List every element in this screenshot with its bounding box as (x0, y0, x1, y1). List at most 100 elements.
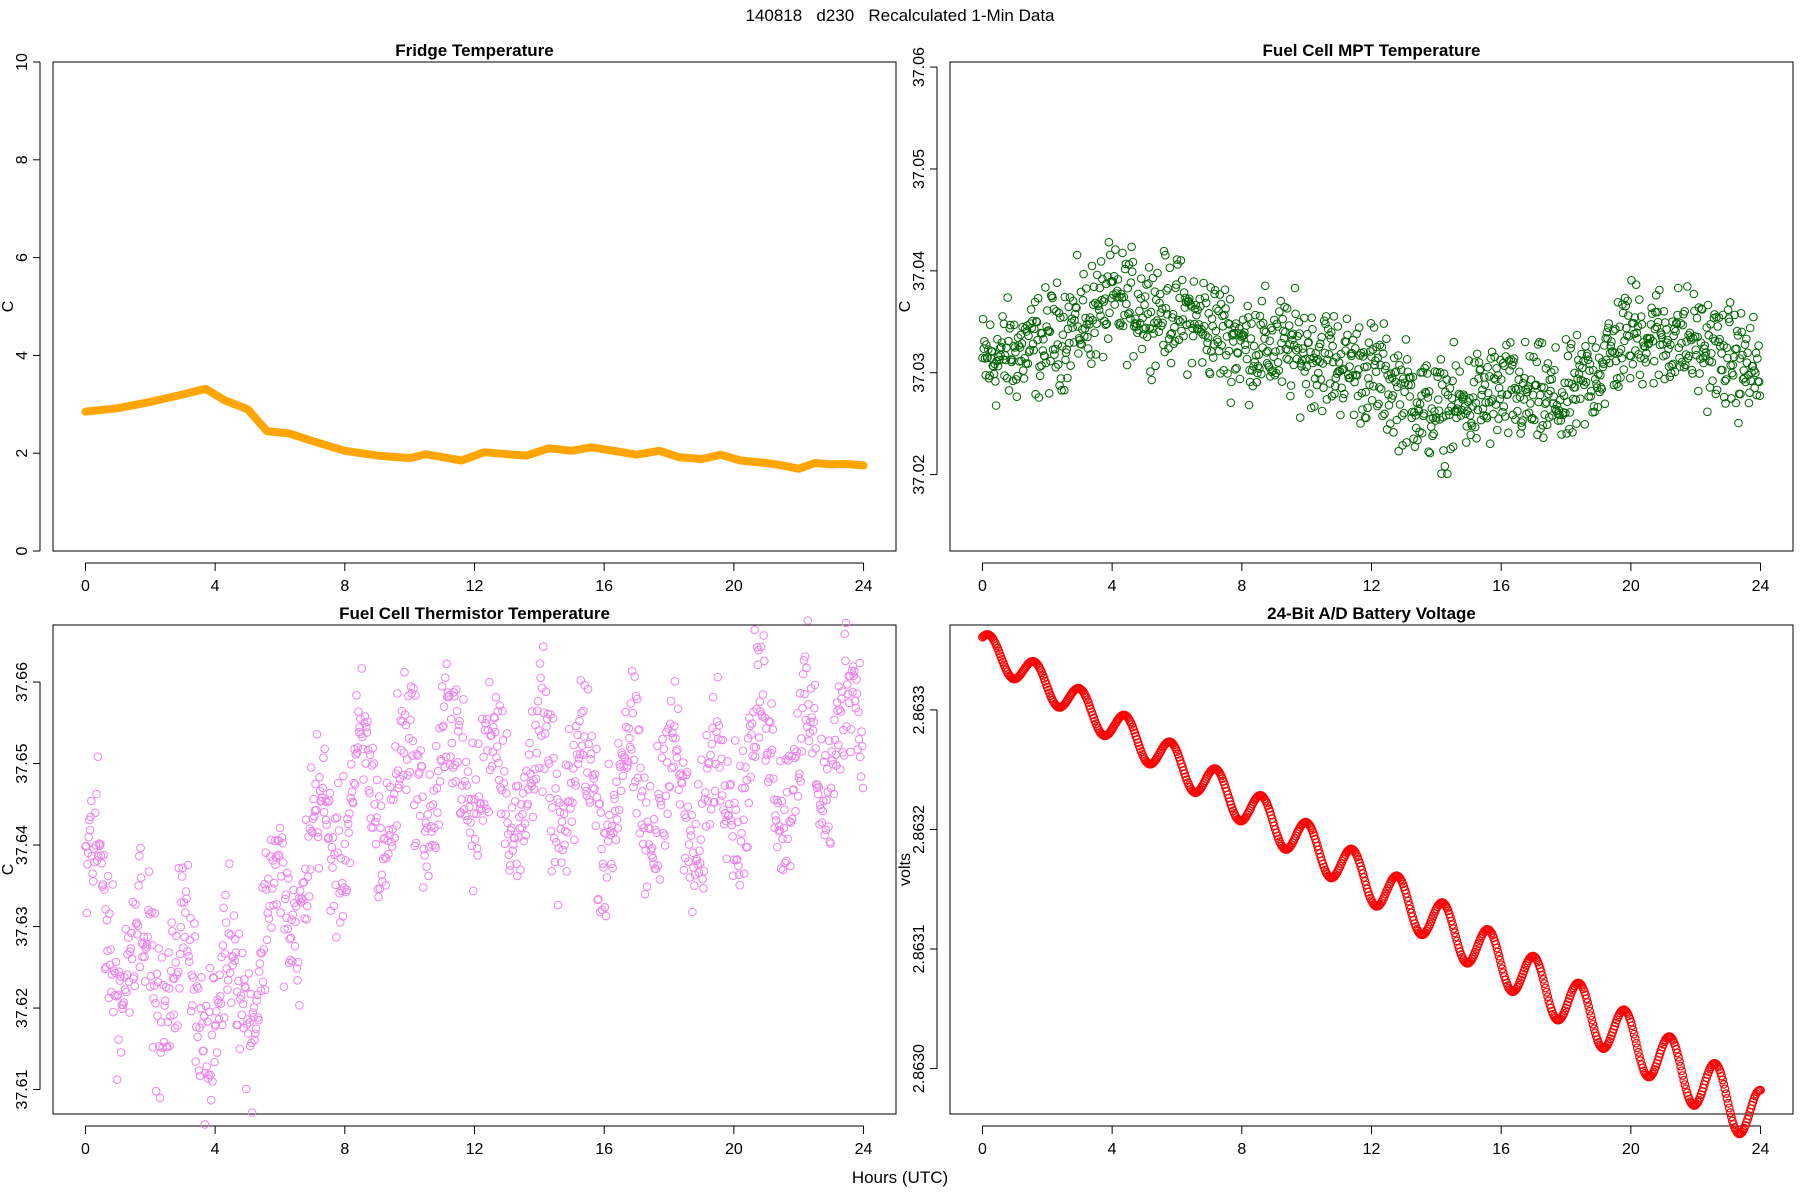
data-point (776, 864, 786, 873)
data-point (511, 797, 520, 806)
data-point (999, 319, 1009, 329)
data-point (422, 862, 431, 872)
data-point (664, 782, 674, 791)
y-tick-label: 37.65 (14, 743, 31, 783)
data-point (495, 701, 505, 710)
data-point (572, 721, 581, 731)
data-point (854, 735, 864, 744)
data-point (1216, 299, 1226, 309)
data-series (81, 616, 868, 1129)
data-point (334, 826, 344, 835)
data-point (819, 796, 828, 806)
data-point (699, 866, 709, 876)
data-point (991, 377, 1000, 386)
data-point (1462, 422, 1472, 431)
data-point (1715, 334, 1724, 344)
data-point (817, 734, 826, 744)
data-point (1159, 246, 1169, 256)
data-point (446, 714, 456, 724)
data-point (479, 799, 489, 809)
data-point (170, 1023, 180, 1033)
data-point (1673, 283, 1683, 293)
data-point (625, 742, 635, 752)
data-point (1740, 340, 1750, 349)
data-point (676, 769, 686, 778)
data-point (1447, 916, 1456, 926)
data-point (167, 918, 176, 927)
data-point (1226, 398, 1236, 408)
data-point (1200, 293, 1210, 302)
data-point (1357, 388, 1367, 398)
data-point (1720, 376, 1730, 386)
data-point (1048, 293, 1057, 303)
x-tick-label: 8 (1237, 1141, 1246, 1158)
data-point (767, 745, 777, 755)
data-point (836, 707, 846, 716)
data-point (821, 825, 831, 835)
data-point (1214, 346, 1224, 356)
data-point (696, 835, 706, 844)
data-point (998, 312, 1007, 321)
data-point (1506, 355, 1516, 364)
data-point (1572, 330, 1582, 340)
data-point (440, 762, 450, 772)
data-point (1056, 313, 1065, 323)
data-point (1092, 319, 1101, 329)
data-point (400, 667, 409, 677)
data-point (1496, 375, 1506, 384)
data-point (164, 948, 173, 957)
data-point (1622, 1007, 1631, 1017)
data-point (1424, 387, 1434, 396)
data-point (991, 401, 1001, 410)
data-point (693, 780, 703, 789)
data-point (1612, 379, 1621, 389)
data-point (1648, 336, 1658, 346)
data-point (356, 714, 365, 723)
data-point (1528, 413, 1537, 423)
data-point (382, 854, 391, 863)
data-point (221, 890, 230, 900)
data-point (140, 977, 150, 986)
data-point (502, 729, 512, 738)
data-point (1375, 383, 1384, 392)
data-point (1177, 326, 1186, 336)
data-point (1086, 350, 1095, 359)
data-point (1732, 326, 1742, 336)
data-point (113, 990, 123, 1000)
data-point (1640, 354, 1649, 363)
data-point (1434, 406, 1444, 416)
data-point (285, 934, 295, 944)
x-tick-label: 8 (1237, 578, 1246, 595)
data-point (1339, 364, 1348, 374)
data-point (406, 682, 416, 691)
data-point (671, 746, 681, 756)
data-point (174, 863, 184, 873)
data-point (614, 739, 623, 748)
data-point (350, 780, 360, 789)
data-point (1330, 381, 1340, 391)
data-point (494, 758, 503, 768)
data-point (173, 1021, 182, 1030)
data-point (1542, 987, 1551, 997)
data-point (810, 680, 820, 690)
data-point (1274, 366, 1284, 375)
data-point (1377, 342, 1387, 352)
data-point (824, 736, 834, 746)
data-point (444, 691, 454, 700)
data-point (982, 340, 991, 350)
data-point (229, 952, 238, 962)
data-point (1530, 415, 1539, 425)
data-point (1691, 345, 1700, 355)
data-point (695, 859, 705, 868)
data-point (552, 769, 562, 779)
data-point (834, 740, 843, 750)
data-point (1520, 374, 1529, 383)
data-point (1050, 344, 1060, 354)
data-point (392, 821, 402, 830)
data-point (737, 828, 746, 838)
data-point (1738, 350, 1747, 360)
data-point (395, 780, 404, 789)
data-point (1206, 283, 1215, 292)
data-point (153, 978, 163, 987)
data-point (242, 1020, 252, 1029)
